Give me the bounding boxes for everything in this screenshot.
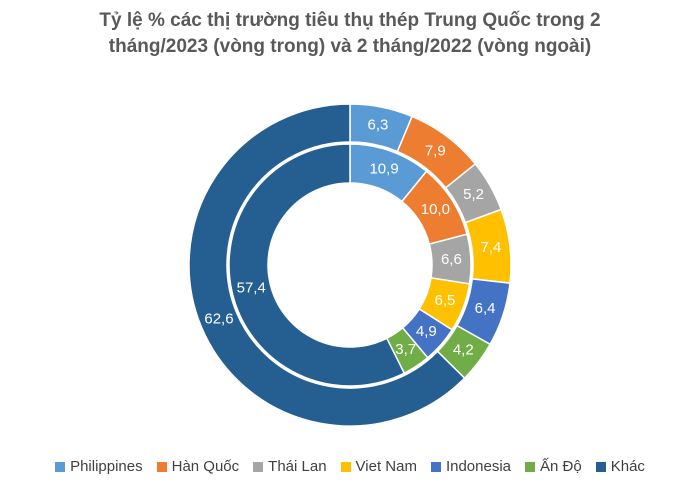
legend-item: Ấn Độ <box>525 458 582 475</box>
legend-item: Philippines <box>55 458 143 475</box>
legend: Philippines Hàn Quốc Thái Lan Viet Nam Indon… <box>0 458 700 475</box>
donut-segment <box>188 103 466 427</box>
data-label: 7,9 <box>425 142 446 159</box>
data-label: 7,4 <box>481 239 502 256</box>
legend-swatch <box>340 461 351 472</box>
legend-swatch <box>253 461 264 472</box>
data-label: 10,0 <box>421 201 450 218</box>
legend-label: Khác <box>610 458 645 475</box>
legend-item: Khác <box>595 458 645 475</box>
data-label: 6,4 <box>475 300 496 317</box>
legend-swatch <box>595 461 606 472</box>
legend-label: Hàn Quốc <box>171 458 240 475</box>
legend-swatch <box>55 461 66 472</box>
data-label: 6,6 <box>441 251 462 268</box>
legend-swatch <box>525 461 536 472</box>
data-label: 62,6 <box>204 311 233 328</box>
legend-item: Indonesia <box>430 458 512 475</box>
legend-label: Philippines <box>70 458 143 475</box>
data-label: 6,5 <box>435 292 456 309</box>
legend-item: Viet Nam <box>340 458 417 475</box>
data-label: 4,9 <box>416 323 437 340</box>
data-label: 4,2 <box>453 342 474 359</box>
chart-title: Tỷ lệ % các thị trường tiêu thụ thép Tru… <box>99 10 601 57</box>
legend-item: Hàn Quốc <box>156 458 240 475</box>
legend-label: Ấn Độ <box>540 458 582 475</box>
legend-swatch <box>156 461 167 472</box>
donut-segment <box>228 143 406 387</box>
legend-label: Thái Lan <box>268 458 327 475</box>
data-label: 6,3 <box>367 117 388 134</box>
data-label: 3,7 <box>395 341 416 358</box>
legend-item: Thái Lan <box>253 458 327 475</box>
data-label: 5,2 <box>463 186 484 203</box>
data-label: 57,4 <box>237 279 266 296</box>
data-label: 10,9 <box>369 160 398 177</box>
legend-label: Indonesia <box>445 458 512 475</box>
legend-swatch <box>430 461 441 472</box>
legend-label: Viet Nam <box>355 458 417 475</box>
